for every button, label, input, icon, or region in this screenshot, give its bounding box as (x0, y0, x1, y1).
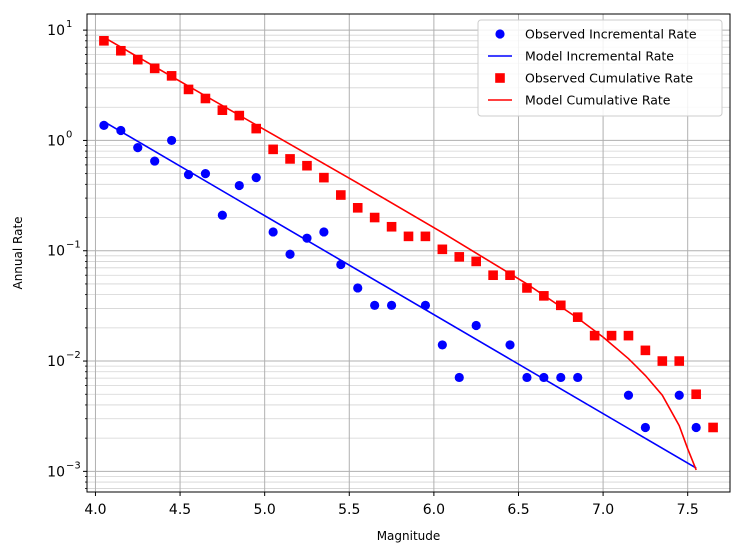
legend-entry-label: Observed Incremental Rate (525, 27, 697, 42)
data-point (302, 233, 312, 243)
x-tick-label: 5.0 (254, 502, 276, 518)
plot-frame (86, 13, 731, 493)
data-point (251, 123, 262, 134)
data-point (268, 144, 278, 155)
data-point (623, 330, 634, 341)
data-point (200, 93, 211, 104)
legend-entry-label: Model Incremental Rate (525, 49, 674, 64)
y-tick-exponent: 1 (66, 19, 72, 30)
data-point (251, 173, 261, 183)
series-4 (103, 36, 697, 471)
data-point (167, 135, 177, 146)
data-point (217, 105, 228, 115)
data-point (522, 283, 532, 293)
legend-entry-label: Observed Cumulative Rate (525, 71, 693, 86)
data-point (285, 154, 295, 164)
data-point (99, 36, 109, 46)
data-point (674, 390, 684, 400)
legend-marker (495, 73, 505, 83)
data-point (217, 210, 227, 220)
data-point (708, 422, 718, 433)
data-point (606, 330, 617, 341)
series-line (103, 120, 697, 469)
data-point (336, 190, 346, 200)
y-tick-label: 10 (47, 23, 65, 39)
data-point (488, 270, 498, 281)
data-point (302, 160, 312, 171)
data-point (386, 300, 397, 310)
data-point (386, 221, 397, 232)
y-tick-label: 10 (47, 354, 65, 370)
data-point (471, 320, 481, 331)
data-point (437, 244, 448, 255)
data-point (556, 372, 566, 383)
legend-entry-label: Model Cumulative Rate (525, 93, 671, 108)
x-tick-label: 6.5 (507, 502, 529, 518)
data-point (403, 231, 414, 242)
data-point (522, 372, 532, 383)
y-tick-exponent: −2 (66, 350, 81, 361)
x-tick-label: 6.0 (423, 502, 445, 518)
y-tick-exponent: −3 (66, 460, 81, 471)
data-point (505, 340, 515, 350)
data-point (285, 249, 295, 259)
data-point (353, 283, 363, 293)
data-point (420, 231, 431, 242)
data-point (640, 422, 650, 433)
series-3 (99, 36, 718, 433)
data-point (505, 270, 515, 281)
x-axis-label: Magnitude (377, 529, 441, 543)
data-point (674, 356, 685, 366)
legend: Observed Incremental Rate Model Increment… (477, 19, 723, 117)
data-point (437, 340, 447, 350)
data-point (657, 356, 668, 366)
data-point (369, 212, 380, 223)
data-point (268, 227, 278, 237)
data-point (319, 172, 329, 183)
data-point (471, 256, 481, 267)
data-point (623, 390, 634, 400)
y-tick-label: 10 (47, 133, 65, 149)
data-point (691, 389, 701, 400)
data-point (132, 54, 143, 65)
data-point (352, 203, 363, 213)
y-tick-exponent: 0 (66, 129, 72, 140)
x-tick-label: 7.0 (592, 502, 614, 518)
data-point (149, 63, 160, 74)
y-axis-label: Annual Rate (11, 216, 25, 289)
data-point (183, 84, 194, 95)
x-axis: 4.0 4.5 5.0 5.5 6.0 6.5 7.0 7.5 (84, 492, 699, 518)
data-point (150, 156, 160, 166)
data-point (454, 252, 465, 262)
data-point (116, 45, 126, 56)
data-point (640, 345, 651, 356)
data-point (133, 143, 143, 153)
y-tick-label: 10 (47, 464, 65, 480)
x-tick-label: 4.5 (169, 502, 191, 518)
x-tick-label: 5.5 (338, 502, 360, 518)
data-point (555, 300, 566, 311)
plot-area (99, 36, 718, 471)
x-tick-label: 7.5 (677, 502, 699, 518)
data-point (454, 372, 464, 383)
x-tick-label: 4.0 (84, 502, 106, 518)
data-point (200, 169, 211, 179)
series-2 (103, 120, 697, 469)
legend-marker (495, 29, 505, 39)
legend-box (477, 19, 723, 117)
y-tick-label: 10 (47, 244, 65, 260)
data-point (234, 180, 244, 191)
data-point (691, 422, 701, 433)
series-line (103, 36, 697, 471)
data-point (370, 300, 380, 310)
data-point (573, 372, 583, 383)
major-grid (87, 14, 730, 492)
y-tick-exponent: −1 (66, 240, 81, 251)
data-point (319, 227, 329, 237)
data-point (589, 330, 600, 341)
